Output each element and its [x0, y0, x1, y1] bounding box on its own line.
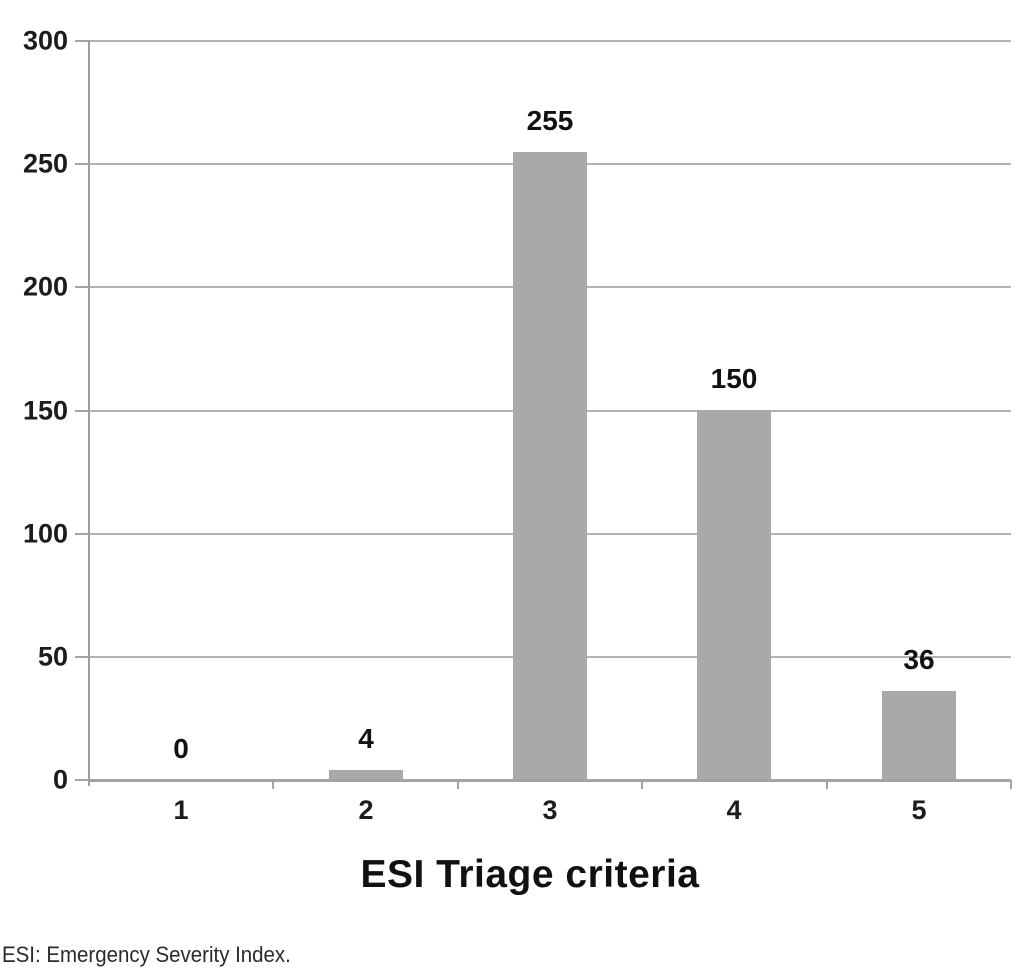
y-axis-tick [75, 40, 89, 42]
bar-value-label: 150 [710, 363, 758, 394]
x-axis-line [89, 779, 1011, 782]
x-tick-label: 1 [173, 795, 189, 825]
bar-value-label: 36 [903, 644, 935, 675]
bar [882, 691, 956, 780]
x-tick-label: 5 [911, 795, 927, 825]
y-axis-tick [75, 410, 89, 412]
bar [513, 152, 587, 780]
x-axis-tick [272, 780, 274, 789]
y-tick-label: 300 [22, 25, 68, 56]
x-axis-tick [457, 780, 459, 789]
x-axis-title: ESI Triage criteria [360, 853, 700, 896]
bar [697, 410, 771, 780]
y-axis-tick [75, 779, 89, 781]
x-axis-tick [641, 780, 643, 789]
y-tick-label: 100 [22, 518, 68, 549]
bar-value-label: 255 [526, 105, 574, 136]
bar-value-label: 4 [358, 723, 374, 754]
x-tick-label: 3 [542, 795, 558, 825]
y-tick-label: 200 [22, 271, 68, 302]
y-tick-label: 150 [22, 395, 68, 426]
y-axis-tick [75, 286, 89, 288]
footnote: ESI: Emergency Severity Index. [2, 942, 291, 967]
y-tick-label: 0 [52, 764, 68, 795]
x-tick-label: 2 [358, 795, 374, 825]
y-axis-tick [75, 163, 89, 165]
y-axis-tick [75, 656, 89, 658]
y-tick-label: 50 [37, 641, 68, 672]
x-tick-label: 4 [726, 795, 742, 825]
y-tick-label: 250 [22, 148, 68, 179]
x-axis-tick [826, 780, 828, 789]
x-axis-tick [1010, 780, 1012, 789]
bar [329, 770, 403, 780]
bar-value-label: 0 [173, 733, 189, 764]
y-axis-line [88, 40, 90, 786]
y-axis-tick [75, 533, 89, 535]
gridline [89, 40, 1011, 42]
